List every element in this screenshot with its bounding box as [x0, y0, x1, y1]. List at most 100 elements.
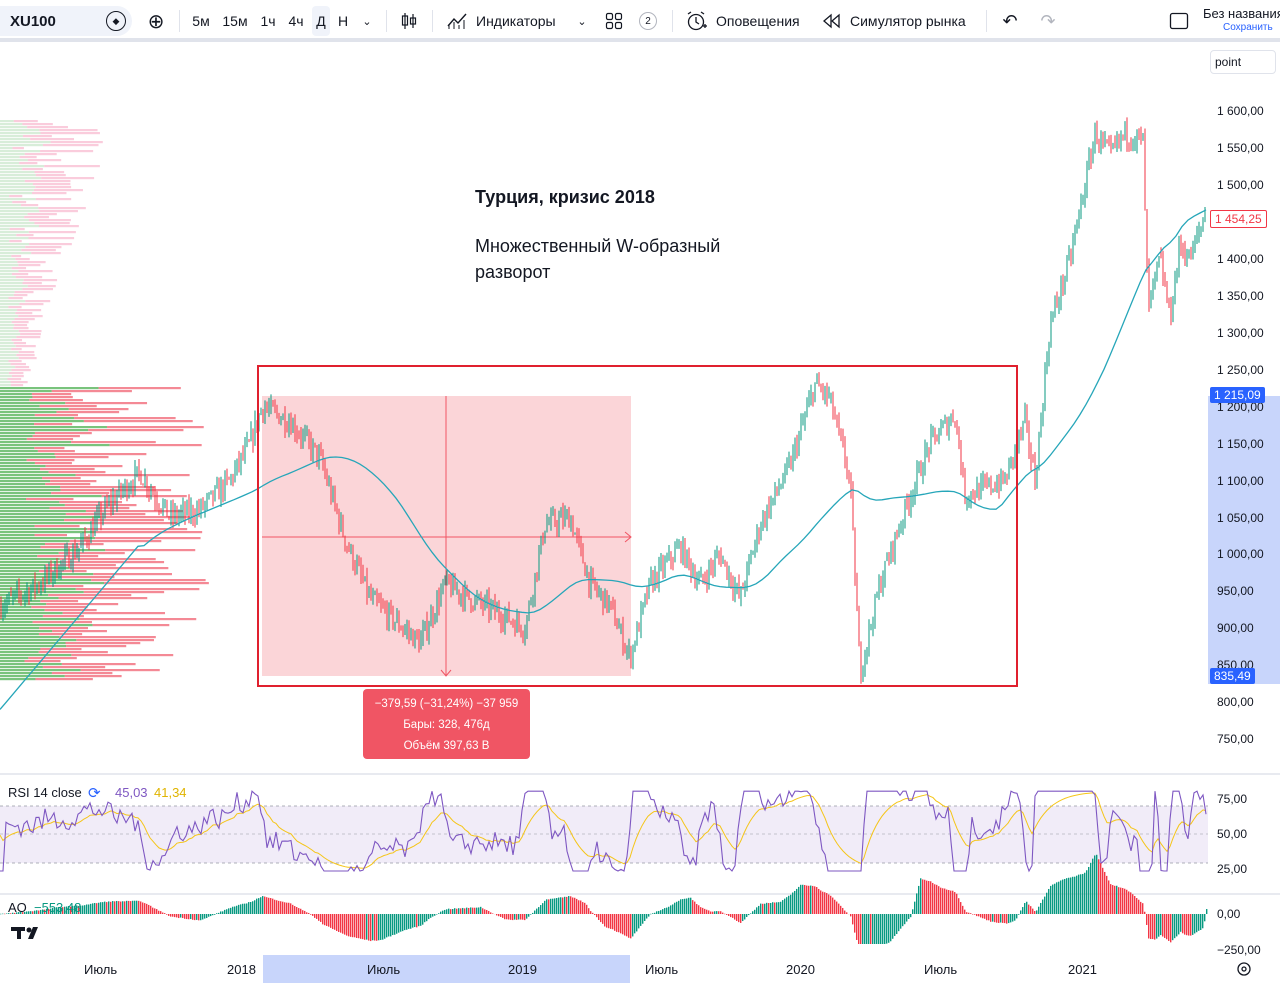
- timeframe-day[interactable]: Д: [312, 6, 330, 36]
- volume-profile-bar: [13, 294, 28, 297]
- ao-bar: [1178, 914, 1180, 935]
- ao-bar: [1064, 878, 1066, 914]
- undo-icon[interactable]: ↶: [1002, 10, 1018, 31]
- volume-profile-bar: [0, 543, 45, 546]
- ao-bar: [808, 885, 810, 914]
- ao-bar: [336, 914, 338, 932]
- volume-profile-bar: [0, 438, 27, 441]
- add-symbol-icon[interactable]: ⊕: [147, 10, 165, 33]
- candles-icon[interactable]: [396, 6, 422, 36]
- ao-bar: [42, 909, 44, 914]
- chevron-down-icon[interactable]: ⌄: [577, 15, 587, 28]
- volume-profile-bar: [0, 372, 9, 375]
- timeframe-15m[interactable]: 15м: [222, 13, 248, 29]
- redo-icon[interactable]: ↷: [1040, 10, 1056, 31]
- rsi-value: 45,03: [115, 785, 148, 800]
- ao-bar: [442, 910, 444, 914]
- timeframe-1h[interactable]: 1ч: [260, 13, 276, 29]
- volume-profile-bar: [0, 288, 23, 291]
- highlight-rectangle[interactable]: [257, 365, 1018, 687]
- ao-bar: [2, 913, 4, 915]
- ao-bar: [1114, 885, 1116, 914]
- volume-profile-bar: [34, 462, 72, 465]
- timeframe-4h[interactable]: 4ч: [288, 13, 304, 29]
- ao-bar: [974, 914, 976, 915]
- volume-profile-bar: [0, 609, 45, 612]
- ao-bar: [470, 907, 472, 914]
- volume-profile-bar: [18, 270, 53, 273]
- ao-bar: [500, 914, 502, 917]
- volume-profile-bar: [45, 564, 116, 567]
- compare-icon[interactable]: ◆: [106, 11, 126, 31]
- layout-name-button[interactable]: Без названия Сохранить: [1203, 6, 1280, 36]
- ao-bar: [346, 914, 348, 936]
- annotation-text[interactable]: Множественный W-образный: [475, 236, 721, 256]
- ao-bar: [1014, 914, 1016, 921]
- volume-profile-bar: [0, 411, 57, 414]
- volume-profile-bar: [17, 261, 46, 264]
- ao-bar: [188, 914, 190, 920]
- fullscreen-icon[interactable]: [1168, 6, 1190, 36]
- ao-bar: [656, 911, 658, 914]
- ao-bar: [424, 914, 426, 923]
- volume-profile-bar: [0, 225, 39, 228]
- ao-bar: [368, 914, 370, 941]
- annotation-text[interactable]: разворот: [475, 262, 551, 282]
- ao-bar: [340, 914, 342, 933]
- replay-button[interactable]: Симулятор рынка: [822, 6, 974, 36]
- ao-legend-label[interactable]: AO: [8, 900, 27, 915]
- ao-bar: [1108, 880, 1110, 914]
- ao-bar: [458, 908, 460, 914]
- alerts-button[interactable]: Оповещения: [686, 6, 806, 36]
- symbol-search[interactable]: XU100 ◆: [0, 6, 132, 36]
- indicators-button[interactable]: Индикаторы: [446, 6, 566, 36]
- rsi-legend-label[interactable]: RSI 14 close: [8, 785, 82, 800]
- ao-bar: [558, 897, 560, 914]
- ao-bar: [536, 908, 538, 914]
- ao-bar: [490, 912, 492, 914]
- chevron-down-icon[interactable]: ⌄: [362, 15, 372, 28]
- volume-profile-bar: [16, 336, 41, 339]
- ao-bar: [966, 912, 968, 914]
- ao-bar: [254, 900, 256, 914]
- volume-profile-bar: [0, 345, 16, 348]
- timeframe-week[interactable]: Н: [337, 13, 349, 29]
- volume-profile-bar: [0, 633, 39, 636]
- ao-bar: [278, 900, 280, 914]
- volume-profile-bar: [0, 213, 28, 216]
- ao-bar: [140, 901, 142, 914]
- ao-bar: [576, 898, 578, 914]
- ao-bar: [422, 914, 424, 925]
- gear-icon[interactable]: [1237, 962, 1251, 976]
- ao-bar: [1038, 906, 1040, 914]
- refresh-icon[interactable]: ⟳: [88, 785, 101, 802]
- ao-bar: [1170, 914, 1172, 943]
- ao-bar: [686, 898, 688, 914]
- ao-bar: [802, 884, 804, 914]
- chart-canvas[interactable]: [0, 46, 1280, 983]
- ao-bar: [44, 909, 46, 914]
- save-link[interactable]: Сохранить: [1223, 22, 1273, 33]
- layouts-icon[interactable]: [602, 6, 626, 36]
- ao-bar: [104, 901, 106, 914]
- ao-bar: [22, 912, 24, 914]
- ao-bar: [270, 898, 272, 914]
- volume-profile-bar: [94, 531, 203, 534]
- ao-bar: [744, 914, 746, 920]
- volume-profile-bar: [0, 177, 42, 180]
- ao-bar: [142, 902, 144, 914]
- timeframe-5m[interactable]: 5м: [192, 13, 210, 29]
- divider: [386, 10, 387, 32]
- divider: [432, 10, 433, 32]
- volume-profile-bar: [24, 180, 71, 183]
- volume-profile-bar: [19, 303, 44, 306]
- ao-bar: [888, 914, 890, 943]
- ao-bar: [680, 899, 682, 914]
- ao-bar: [1052, 884, 1054, 914]
- volume-profile-bar: [0, 654, 72, 657]
- volume-profile-bar: [40, 648, 82, 651]
- annotation-title[interactable]: Турция, кризис 2018: [475, 187, 655, 207]
- scale-mode-selector[interactable]: point: [1210, 50, 1276, 74]
- volume-profile-bar: [0, 282, 23, 285]
- ao-bar: [1030, 906, 1032, 914]
